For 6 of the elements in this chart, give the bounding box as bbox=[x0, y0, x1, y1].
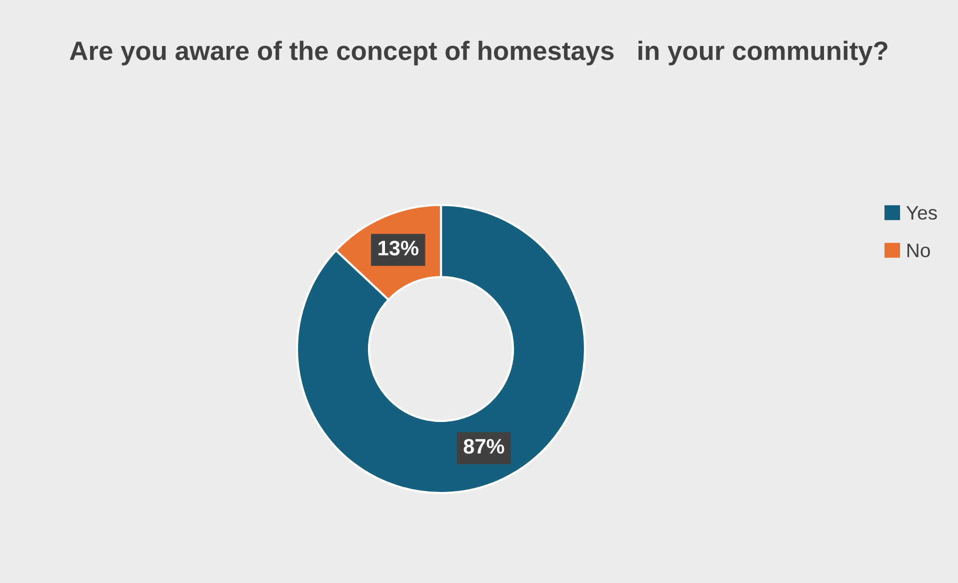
data-label: 13% bbox=[378, 240, 418, 256]
chart-title: Are you aware of the concept of homestays in your community? bbox=[70, 40, 888, 66]
donut-slice bbox=[296, 204, 586, 494]
legend-label: No bbox=[907, 244, 930, 258]
data-label: 87% bbox=[464, 438, 504, 454]
legend-label: Yes bbox=[906, 206, 937, 220]
